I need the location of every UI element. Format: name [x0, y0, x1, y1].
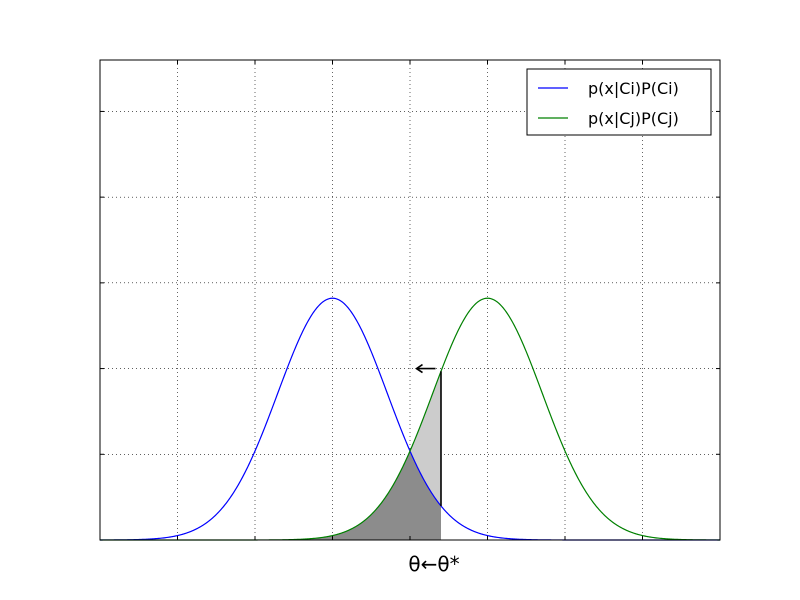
legend[interactable]: p(x|Ci)P(Ci) p(x|Cj)P(Cj) [526, 68, 712, 136]
arrow-left-icon [415, 363, 423, 374]
x-axis-label: θ←θ* [408, 552, 459, 576]
added-error-region [410, 371, 441, 506]
legend-label-1: p(x|Ci)P(Ci) [588, 79, 679, 98]
threshold-group [415, 363, 442, 506]
legend-label-2: p(x|Cj)P(Cj) [588, 109, 679, 128]
legend-box [526, 68, 712, 136]
bayes-error-region [100, 451, 441, 540]
shaded-regions [100, 371, 441, 540]
axes-frame [99, 59, 721, 541]
